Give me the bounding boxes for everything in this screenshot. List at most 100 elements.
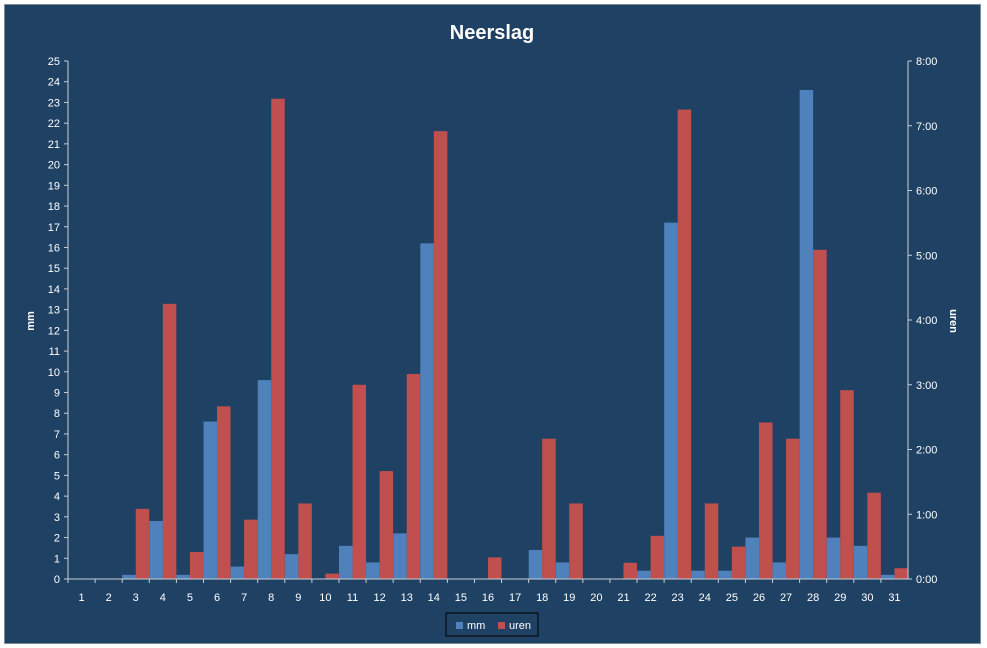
y-tick-label: 2 (54, 533, 60, 545)
bar-mm-6 (203, 421, 218, 579)
y2-tick-label: 3:00 (916, 380, 937, 392)
y-tick-label: 0 (54, 574, 60, 586)
y2-tick-label: 7:00 (916, 121, 937, 133)
x-tick-label: 23 (672, 592, 684, 604)
y-tick-label: 4 (54, 491, 60, 503)
x-tick-label: 15 (455, 592, 467, 604)
x-tick-label: 16 (482, 592, 494, 604)
bar-uren-14 (433, 131, 448, 579)
x-tick-label: 5 (187, 592, 193, 604)
y-tick-label: 20 (48, 160, 60, 172)
bar-uren-31 (894, 568, 908, 579)
y-tick-label: 14 (48, 284, 60, 296)
x-tick-label: 4 (160, 592, 166, 604)
legend: mm uren (445, 612, 539, 637)
y-tick-label: 11 (49, 346, 60, 358)
y-tick-label: 25 (48, 56, 60, 68)
y-tick-label: 8 (54, 408, 60, 420)
y-tick-label: 13 (48, 305, 60, 317)
bar-uren-8 (271, 98, 285, 580)
y-tick-label: 15 (48, 263, 60, 275)
y2-tick-label: 1:00 (916, 509, 937, 521)
y2-tick-label: 4:00 (916, 315, 937, 327)
y-tick-label: 7 (54, 429, 60, 441)
bar-uren-30 (867, 492, 881, 579)
x-tick-label: 21 (617, 592, 629, 604)
x-tick-label: 10 (319, 592, 331, 604)
bar-mm-28 (799, 90, 814, 579)
chart-title: Neerslag (450, 22, 535, 44)
y-tick-label: 24 (48, 77, 60, 89)
bar-mm-29 (826, 537, 841, 579)
bar-uren-9 (298, 503, 312, 579)
bar-mm-14 (420, 243, 434, 579)
y2-tick-label: 5:00 (916, 250, 937, 262)
bar-uren-27 (786, 438, 800, 579)
y2-tick-label: 0:00 (916, 574, 937, 586)
bar-uren-28 (813, 249, 827, 579)
y2-tick-label: 8:00 (916, 56, 937, 68)
bar-mm-22 (637, 570, 651, 579)
bar-mm-26 (745, 537, 759, 579)
chart-svg: Neerslag mm uren 01234567891011121314151… (25, 22, 959, 637)
y-tick-label: 6 (54, 450, 60, 462)
x-tick-label: 28 (807, 592, 819, 604)
bar-uren-5 (189, 552, 204, 579)
bars-group (122, 90, 908, 580)
bar-mm-30 (853, 545, 868, 579)
chart-frame: Neerslag mm uren 0 1 2 3 4 5 6 7 8 9 10 11 12 13 14 15 1… (4, 4, 981, 644)
bar-uren-26 (758, 422, 773, 579)
bar-mm-25 (718, 570, 732, 579)
x-tick-label: 17 (509, 592, 521, 604)
bar-mm-13 (393, 533, 407, 579)
legend-label-mm: mm (467, 620, 485, 632)
x-tick-label: 30 (861, 592, 873, 604)
bar-uren-29 (840, 390, 854, 579)
x-tick-label: 1 (78, 592, 84, 604)
y-tick-label: 5 (54, 470, 60, 482)
bar-uren-23 (677, 109, 692, 579)
bar-uren-12 (379, 471, 394, 579)
bar-uren-19 (569, 503, 583, 579)
x-tick-label: 9 (295, 592, 301, 604)
legend-label-uren: uren (509, 620, 531, 632)
y-tick-label: 22 (48, 118, 60, 130)
y-tick-label: 18 (48, 201, 60, 213)
x-tick-label: 14 (428, 592, 440, 604)
bar-mm-5 (176, 574, 190, 579)
y-tick-label: 9 (54, 388, 60, 400)
bar-uren-10 (325, 573, 339, 579)
bar-uren-7 (244, 519, 258, 579)
bar-uren-18 (542, 438, 556, 579)
bar-uren-16 (488, 557, 502, 579)
legend-swatch-uren (498, 622, 505, 629)
bar-mm-19 (555, 562, 570, 579)
y2-tick-label: 6:00 (916, 186, 937, 198)
y-tick-label: 3 (54, 512, 60, 524)
bar-uren-22 (650, 535, 665, 579)
legend-swatch-mm (456, 622, 463, 629)
x-tick-label: 24 (699, 592, 711, 604)
bar-mm-31 (880, 574, 895, 579)
bar-uren-25 (731, 546, 746, 580)
bar-mm-24 (691, 570, 705, 579)
legend-box (445, 612, 539, 637)
bar-mm-12 (366, 562, 380, 579)
bar-mm-7 (230, 566, 245, 579)
x-tick-label: 31 (888, 592, 900, 604)
bar-mm-4 (149, 520, 163, 579)
x-tick-label: 7 (241, 592, 247, 604)
bar-mm-27 (772, 562, 787, 579)
y-tick-label: 21 (48, 139, 60, 151)
axes-group: 0123456789101112131415161718192021222324… (48, 56, 938, 604)
bar-uren-3 (135, 508, 150, 579)
bar-mm-8 (257, 380, 272, 579)
bar-mm-9 (284, 554, 299, 579)
bar-mm-23 (664, 222, 678, 579)
x-tick-label: 2 (106, 592, 112, 604)
bar-mm-3 (122, 574, 136, 579)
x-tick-label: 25 (726, 592, 738, 604)
bar-uren-6 (217, 406, 231, 579)
x-tick-label: 29 (834, 592, 846, 604)
bar-mm-18 (528, 549, 543, 579)
